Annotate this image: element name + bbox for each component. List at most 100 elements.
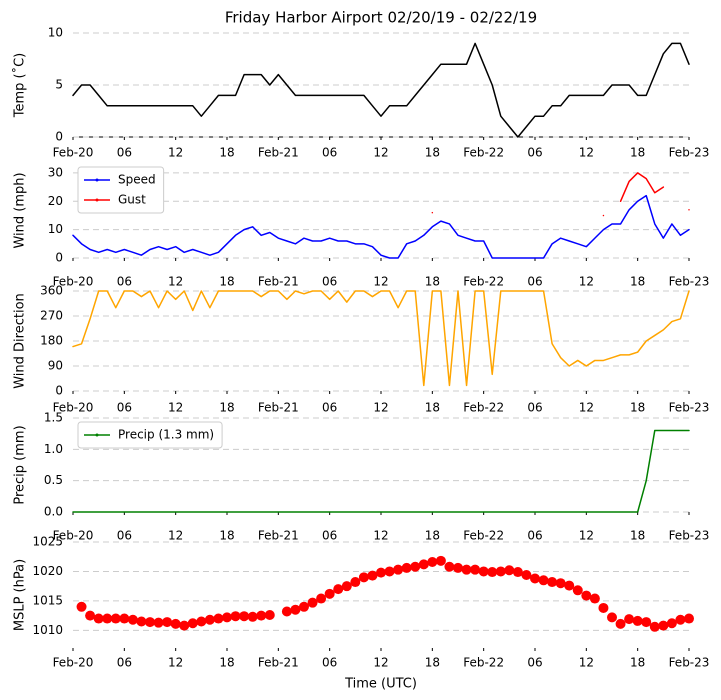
data-point <box>299 601 309 612</box>
data-point <box>290 604 301 615</box>
data-line <box>72 42 690 138</box>
data-point <box>256 610 267 621</box>
x-tick-label: 12 <box>373 656 388 670</box>
x-tick-label: Feb-21 <box>258 656 299 670</box>
data-point <box>684 613 694 624</box>
y-tick-label: 10 <box>48 222 63 236</box>
data-point <box>649 621 660 632</box>
data-point <box>85 610 96 621</box>
data-point <box>658 620 669 631</box>
x-tick-label: Feb-20 <box>53 656 94 670</box>
y-tick-label: 180 <box>40 334 63 348</box>
x-tick-label: 18 <box>219 146 234 160</box>
x-tick-label: 18 <box>630 275 645 289</box>
data-line <box>72 194 690 259</box>
data-point <box>624 614 635 625</box>
data-point <box>76 601 87 612</box>
data-point <box>675 614 686 625</box>
x-tick-label: Feb-23 <box>669 275 710 289</box>
y-tick-label: 0 <box>55 251 63 265</box>
data-point <box>350 577 361 588</box>
data-point <box>470 564 481 575</box>
x-tick-label: 06 <box>527 146 542 160</box>
data-point <box>393 564 404 575</box>
x-tick-label: 18 <box>219 275 234 289</box>
legend-label: Precip (1.3 mm) <box>118 428 214 442</box>
data-point <box>410 561 421 572</box>
x-tick-label: 12 <box>579 529 594 543</box>
x-tick-label: 06 <box>322 275 337 289</box>
data-point <box>145 617 155 628</box>
data-point <box>401 562 412 573</box>
x-tick-label: 18 <box>630 529 645 543</box>
x-tick-label: 18 <box>425 275 440 289</box>
x-tick-label: 12 <box>579 146 594 160</box>
x-tick-label: Feb-20 <box>53 401 94 415</box>
data-point <box>572 585 583 596</box>
data-point <box>264 610 275 621</box>
x-tick-label: 18 <box>219 401 234 415</box>
x-tick-label: 06 <box>117 401 132 415</box>
data-point <box>196 616 207 627</box>
data-point <box>324 588 335 599</box>
y-tick-label: 0.0 <box>44 505 63 519</box>
data-point <box>110 613 121 624</box>
data-point <box>119 613 130 624</box>
data-point <box>461 564 472 575</box>
x-tick-label: 12 <box>373 146 388 160</box>
data-point <box>435 555 446 566</box>
data-point <box>632 615 643 626</box>
x-tick-label: 18 <box>630 401 645 415</box>
data-point <box>538 575 549 586</box>
y-tick-label: 10 <box>48 26 63 40</box>
x-tick-label: 12 <box>168 656 183 670</box>
y-tick-label: 1015 <box>32 593 63 607</box>
x-tick-label: 12 <box>373 401 388 415</box>
chart-title: Friday Harbor Airport 02/20/19 - 02/22/1… <box>225 9 537 27</box>
data-point <box>376 567 386 578</box>
data-point <box>153 617 164 628</box>
data-point <box>281 606 292 617</box>
data-point <box>453 562 463 573</box>
x-tick-label: 12 <box>168 275 183 289</box>
x-tick-label: 06 <box>117 656 132 670</box>
x-tick-label: 18 <box>630 146 645 160</box>
data-point <box>247 611 258 622</box>
y-tick-label: 1.0 <box>44 442 63 456</box>
data-point <box>367 570 378 581</box>
legend-swatch-marker <box>95 178 99 182</box>
legend-box <box>77 166 165 214</box>
x-tick-label: Feb-21 <box>258 146 299 160</box>
x-tick-label: 06 <box>117 529 132 543</box>
x-tick-label: 06 <box>117 275 132 289</box>
data-point <box>307 597 318 608</box>
y-tick-label: 1010 <box>32 623 63 637</box>
data-point <box>487 567 498 578</box>
data-line <box>72 429 690 513</box>
y-tick-label: 1.5 <box>44 411 63 425</box>
x-tick-label: Feb-20 <box>53 146 94 160</box>
x-tick-label: 18 <box>219 529 234 543</box>
data-line <box>431 172 690 217</box>
x-tick-label: 12 <box>168 146 183 160</box>
x-tick-label: 12 <box>579 656 594 670</box>
data-point <box>187 618 198 629</box>
data-point <box>93 613 104 624</box>
data-point <box>102 613 113 624</box>
y-axis-label: Precip (mm) <box>13 425 28 504</box>
x-tick-label: Feb-22 <box>463 401 504 415</box>
y-axis-label: Wind (mph) <box>13 172 28 248</box>
data-point <box>555 578 566 589</box>
y-tick-label: 0.5 <box>44 473 63 487</box>
y-tick-label: 90 <box>48 359 63 373</box>
x-tick-label: 18 <box>425 529 440 543</box>
x-tick-label: Feb-23 <box>669 146 710 160</box>
data-point <box>504 565 515 576</box>
data-point <box>641 617 652 628</box>
x-tick-label: 06 <box>322 656 337 670</box>
data-point <box>204 614 215 625</box>
x-tick-label: 06 <box>117 146 132 160</box>
y-axis-label: MSLP (hPa) <box>13 559 28 631</box>
x-tick-label: 06 <box>322 401 337 415</box>
data-point <box>230 611 241 622</box>
